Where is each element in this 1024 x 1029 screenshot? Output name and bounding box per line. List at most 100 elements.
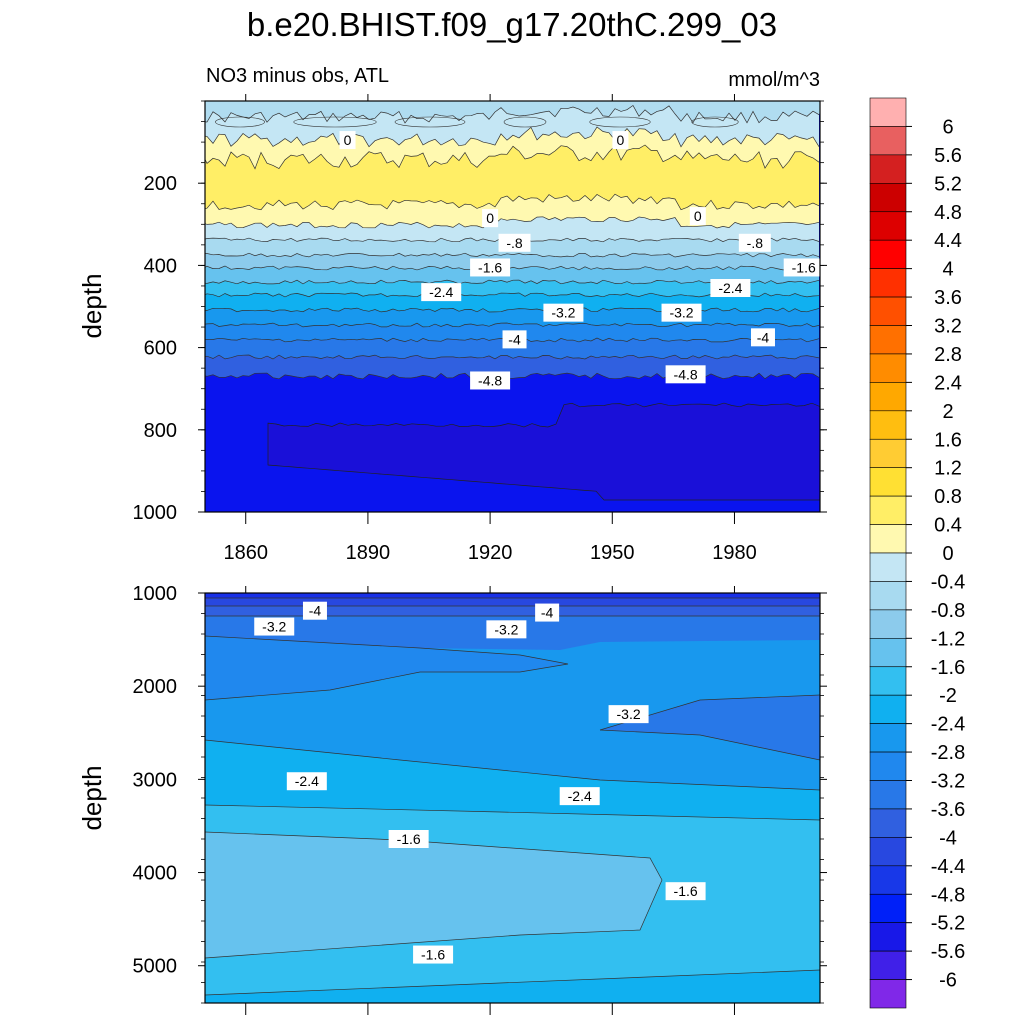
colorbar-swatch [869, 410, 907, 440]
contour-label: 0 [612, 131, 629, 150]
upper-contour-line [205, 193, 820, 211]
colorbar: 6 5.6 5.2 4.8 4.4 4 3.6 3.2 2.8 2.4 2 1.6 1.2 0.8 0.4 0… [869, 97, 965, 1009]
upper-contour-line [205, 144, 820, 170]
upper-contour-ring [691, 116, 739, 128]
contour-label-text: -4 [309, 603, 322, 619]
contour-label: -1.6 [665, 882, 706, 901]
contour-label: -2.4 [710, 279, 751, 298]
colorbar-label: -4 [939, 827, 957, 849]
colorbar-label: -3.6 [931, 799, 965, 821]
lower-contour-labels: -4 -4 -3.2 -3.2 -3.2 -2.4 -2.4 -1.6 -1.6 -1.6 [254, 601, 706, 964]
contour-label: -2.4 [286, 772, 327, 791]
colorbar-label: -1.2 [931, 628, 965, 650]
colorbar-label: 4 [942, 259, 953, 281]
colorbar-label: 5.2 [934, 173, 962, 195]
contour-label-text: -1.6 [397, 831, 421, 847]
colorbar-label: 4.8 [934, 202, 962, 224]
lower-contour-fill [205, 593, 820, 1003]
lower-band [600, 695, 820, 760]
contour-label: -4 [750, 328, 775, 347]
subtitle-left: NO3 minus obs, ATL [206, 65, 389, 87]
lower-contour-lines [205, 597, 820, 996]
contour-label-text: -2.4 [295, 773, 319, 789]
contour-label-text: -.8 [506, 235, 523, 251]
contour-label: -2.4 [421, 283, 462, 302]
colorbar-swatch [869, 979, 907, 1009]
contour-label: -.8 [498, 233, 531, 252]
upper-band [205, 280, 819, 297]
upper-contour-line [205, 322, 820, 328]
contour-label-text: -4.8 [478, 372, 502, 388]
colorbar-label: 5.6 [934, 145, 962, 167]
contour-label-text: -1.6 [478, 259, 502, 275]
lower-contour-line [599, 729, 820, 761]
contour-label-text: -.8 [747, 235, 764, 251]
y-tick-label: 4000 [133, 863, 178, 885]
upper-axes: 200 400 600 800 1000 1860 1890 1920 1950 1980 [133, 94, 827, 564]
colorbar-swatch [869, 837, 907, 867]
contour-label-text: -2.4 [429, 284, 453, 300]
colorbar-swatch [869, 638, 907, 668]
colorbar-swatch [869, 211, 907, 241]
contour-label-text: 0 [617, 132, 625, 148]
contour-label: -4 [502, 330, 527, 349]
lower-band [205, 606, 820, 616]
colorbar-swatch [869, 183, 907, 213]
lower-axes: 1000 2000 3000 4000 5000 [133, 583, 827, 1015]
contour-label: -1.6 [470, 258, 511, 277]
lower-band [205, 598, 820, 606]
colorbar-label: -0.8 [931, 600, 965, 622]
colorbar-swatch [869, 382, 907, 412]
contour-label-text: -2.4 [718, 280, 742, 296]
contour-label-text: -2.4 [568, 788, 592, 804]
contour-label-text: 0 [344, 132, 352, 148]
y-tick-label: 1000 [133, 502, 178, 524]
colorbar-label: 0 [942, 543, 953, 565]
colorbar-label: -2 [939, 685, 957, 707]
contour-label: -3.2 [543, 303, 584, 322]
colorbar-swatch [869, 495, 907, 525]
lower-contour-line [205, 739, 820, 791]
y-tick-label: 600 [144, 338, 177, 360]
x-tick-label: 1920 [468, 542, 513, 564]
subtitle-units: mmol/m^3 [728, 69, 820, 91]
upper-contour-line [205, 252, 820, 258]
lower-contour-line [205, 969, 820, 996]
contour-label: -3.2 [254, 617, 295, 636]
lower-band [205, 970, 820, 1003]
upper-contour-ring [215, 116, 265, 128]
chart-title: b.e20.BHIST.f09_g17.20thC.299_03 [247, 6, 777, 43]
colorbar-swatch [869, 325, 907, 355]
x-tick-label: 1980 [712, 542, 757, 564]
contour-label-text: -1.6 [421, 947, 445, 963]
colorbar-label: 0.4 [934, 515, 962, 537]
contour-label: 0 [339, 131, 356, 150]
contour-label: -4 [302, 601, 327, 620]
contour-label: -4.8 [665, 365, 706, 384]
colorbar-swatch [869, 126, 907, 156]
contour-label-text: -3.2 [262, 619, 286, 635]
upper-min-region [267, 402, 820, 501]
colorbar-label: -3.2 [931, 771, 965, 793]
colorbar-label: 2.4 [934, 372, 962, 394]
lower-contour-line [205, 635, 569, 701]
contour-label-text: -1.6 [792, 259, 816, 275]
colorbar-label: -4.8 [931, 884, 965, 906]
colorbar-label: 6 [942, 116, 953, 138]
contour-label: 0 [482, 209, 499, 228]
colorbar-swatch [869, 780, 907, 810]
upper-band [205, 355, 819, 379]
lower-contour-panel: -4 -4 -3.2 -3.2 -3.2 -2.4 -2.4 -1.6 -1.6 -1.6 100… [77, 583, 827, 1015]
colorbar-label: -0.4 [931, 571, 965, 593]
colorbar-label: -2.4 [931, 714, 965, 736]
contour-label-text: -3.2 [494, 621, 518, 637]
contour-label: -1.6 [783, 258, 824, 277]
contour-label: -4.8 [470, 371, 511, 390]
colorbar-swatch [869, 524, 907, 554]
upper-band [205, 101, 820, 123]
upper-contour-ring [394, 116, 466, 128]
contour-label-text: -4.8 [674, 366, 698, 382]
lower-y-axis-label: depth [77, 765, 107, 830]
